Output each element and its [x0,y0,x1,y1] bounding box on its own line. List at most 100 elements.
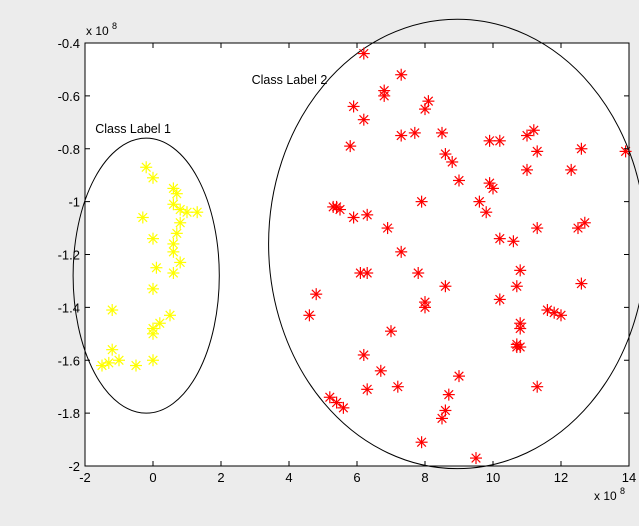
data-point-series-1 [147,327,159,340]
data-point-series-2 [395,68,408,81]
y-tick-label: -0.4 [58,36,80,51]
data-point-series-1 [191,206,204,219]
data-point-series-2 [531,145,544,158]
data-point-series-2 [619,145,632,158]
x-tick-label: -2 [79,470,91,485]
x-tick-label: 0 [149,470,156,485]
data-point-series-2 [391,380,404,393]
data-point-series-1 [167,267,180,280]
data-point-series-2 [439,280,452,293]
data-point-series-2 [415,436,428,449]
data-point-series-2 [347,100,360,113]
data-point-series-1 [167,198,180,211]
y-tick-label: -0.6 [58,89,80,104]
x-tick-label: 14 [622,470,636,485]
data-point-series-2 [507,235,520,248]
data-point-series-1 [147,232,159,245]
data-point-series-1 [174,216,187,229]
data-point-series-2 [442,388,455,401]
data-point-series-2 [361,383,374,396]
data-point-series-2 [521,129,533,142]
y-tick-label: -0.8 [58,142,80,157]
data-point-series-2 [330,396,343,409]
data-point-series-1 [153,317,166,330]
x-tick-label: 2 [217,470,224,485]
data-point-series-2 [575,142,588,155]
data-point-series-2 [347,211,360,224]
data-point-series-1 [147,354,159,367]
data-point-series-2 [310,288,323,301]
x-axis-exponent: x 10 8 [594,486,625,503]
data-point-series-2 [453,174,465,187]
points-layer [96,47,632,465]
data-point-series-2 [510,280,523,293]
data-point-series-2 [446,155,459,168]
data-point-series-2 [408,126,421,139]
y-tick-label: -1 [68,195,80,210]
data-point-series-2 [483,134,496,147]
data-point-series-1 [147,171,159,184]
data-point-series-2 [303,309,316,322]
x-tick-label: 8 [421,470,428,485]
x-tick-label: 4 [285,470,292,485]
axes-layer: -2 0 2 4 6 8 10 12 14 -2 -1.8 -1.6 -1.4 -1.2 -1 -0.8 -0.… [58,36,637,485]
data-point-series-2 [493,134,506,147]
class-label-annotation-1: Class Label 1 [95,122,171,136]
data-point-series-1 [96,359,108,372]
data-point-series-2 [344,140,357,153]
data-point-series-1 [170,187,183,200]
x-tick-label: 10 [486,470,500,485]
data-point-series-2 [412,267,425,280]
y-tick-label: -1.6 [58,353,80,368]
data-point-series-2 [374,364,387,377]
data-point-series-2 [487,182,499,195]
data-point-series-2 [385,325,397,338]
ellipses-layer [72,18,639,470]
data-point-series-2 [357,47,370,60]
data-point-series-2 [415,195,428,208]
data-point-series-2 [419,103,431,116]
data-point-series-1 [170,227,183,240]
y-axis-exponent: x 10 8 [86,21,117,38]
cluster-ellipse-2 [268,18,639,470]
data-point-series-2 [493,293,506,306]
data-point-series-2 [361,208,374,221]
x-tick-label: 6 [353,470,360,485]
y-tick-label: -1.8 [58,406,80,421]
data-point-series-1 [181,206,193,219]
y-tick-label: -1.4 [58,300,80,315]
x-tick-label: 12 [554,470,568,485]
data-point-series-2 [357,113,370,126]
data-point-series-2 [565,163,578,176]
x-exponent-base: x 10 [594,489,617,503]
data-point-series-1 [167,237,180,250]
data-point-series-2 [531,222,544,235]
data-point-series-2 [521,163,533,176]
data-point-series-2 [578,216,591,229]
y-exponent-base: x 10 [86,24,109,38]
data-point-series-2 [470,452,482,465]
data-point-series-1 [140,161,153,174]
data-point-series-2 [473,195,486,208]
data-point-series-2 [395,129,408,142]
class-label-annotation-2: Class Label 2 [252,73,328,87]
data-point-series-1 [113,354,125,367]
data-point-series-2 [514,341,527,354]
y-tick-label: -1.2 [58,248,80,263]
y-tick-label: -2 [68,459,80,474]
y-exponent-power: 8 [112,21,117,31]
data-point-series-2 [357,348,370,361]
cluster-ellipse-1 [72,137,220,414]
data-point-series-2 [381,222,394,235]
data-point-series-2 [453,370,465,383]
data-point-series-2 [395,245,408,258]
data-point-series-2 [378,89,391,102]
data-point-series-1 [130,359,142,372]
data-point-series-2 [514,264,527,277]
data-point-series-2 [419,301,431,314]
data-point-series-2 [555,309,567,322]
data-point-series-2 [436,126,448,139]
data-point-series-2 [439,148,452,161]
